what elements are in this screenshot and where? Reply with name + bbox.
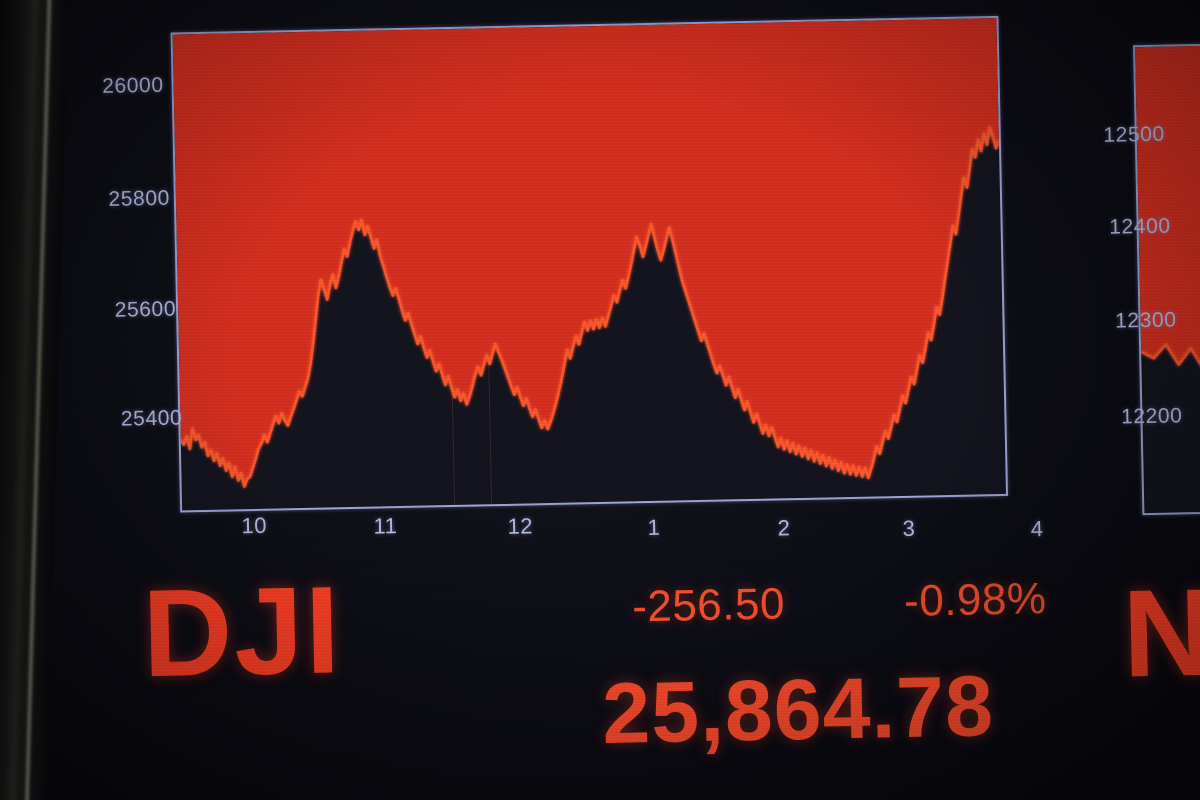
x-tick-label: 12	[507, 513, 534, 539]
change-absolute: -256.50	[631, 579, 786, 632]
nasdaq-chart	[1133, 40, 1200, 516]
dji-area-series	[172, 17, 1001, 488]
x-tick-label: 1	[647, 514, 661, 541]
last-price: 25,864.78	[601, 658, 995, 762]
y-tick-label-right: 12300	[1114, 308, 1177, 333]
y-tick-label: 25800	[108, 186, 171, 211]
y-tick-label-right: 12400	[1109, 214, 1171, 239]
y-tick-label: 25400	[120, 406, 183, 431]
change-percent: -0.98%	[903, 574, 1048, 626]
y-tick-label: 25600	[114, 297, 177, 322]
ticker-symbol-nasdaq: N	[1121, 563, 1200, 704]
x-tick-label: 2	[777, 515, 791, 541]
x-tick-label: 4	[1030, 516, 1044, 542]
dji-plot-area	[170, 15, 1009, 513]
nasdaq-plot-area	[1133, 40, 1200, 516]
nasdaq-area-series	[1135, 42, 1200, 399]
y-tick-label-right: 12200	[1120, 404, 1183, 429]
y-tick-label: 26000	[101, 73, 164, 98]
dji-chart	[170, 15, 1009, 513]
y-tick-label-right: 12500	[1103, 122, 1166, 147]
x-tick-label: 11	[373, 513, 398, 539]
ticker-symbol-dji: DJI	[141, 561, 343, 704]
x-tick-label: 10	[241, 512, 268, 539]
x-tick-label: 3	[902, 515, 916, 541]
